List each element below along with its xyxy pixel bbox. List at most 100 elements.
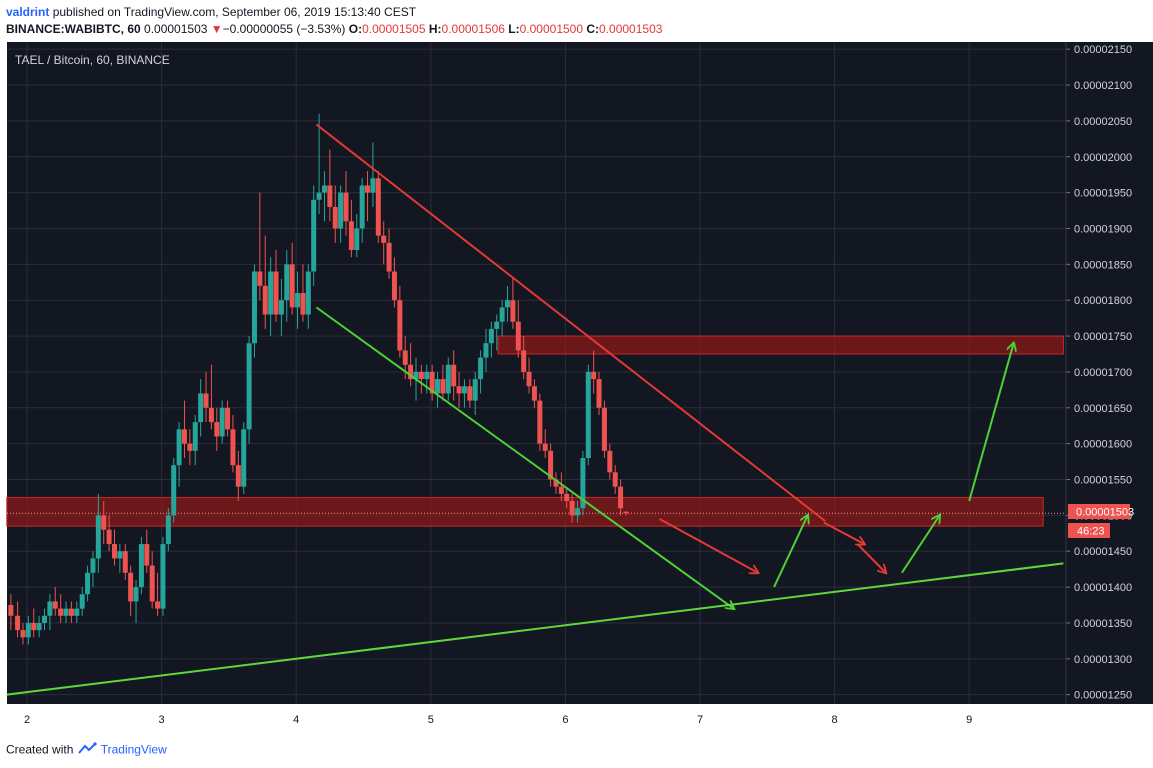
open-label: O:	[348, 22, 363, 36]
y-tick-label: 0.00001950	[1074, 188, 1132, 200]
resistance-zone	[6, 496, 1044, 527]
candle-body	[618, 486, 624, 509]
candle-body	[246, 343, 252, 430]
candle-body	[251, 271, 257, 344]
candle-body	[90, 558, 96, 573]
candle-body	[397, 300, 403, 351]
candle-body	[117, 551, 123, 559]
candle-body	[348, 221, 354, 250]
created-with-text: Created with	[6, 742, 74, 757]
candle-body	[278, 300, 284, 315]
candle-body	[370, 178, 376, 193]
candle-body	[521, 350, 527, 372]
high-value: 0.00001506	[441, 22, 505, 36]
candle-body	[461, 386, 467, 394]
candle-body	[203, 393, 209, 408]
candle-body	[225, 407, 231, 430]
candle-body	[542, 443, 548, 451]
candle-body	[429, 371, 435, 394]
plot-background	[7, 42, 1066, 704]
candle-body	[321, 185, 327, 193]
y-tick-label: 0.00001300	[1074, 654, 1132, 666]
candle-body	[52, 601, 58, 609]
projection-arrow-green	[968, 343, 1013, 502]
y-tick-label: 0.00002100	[1074, 80, 1132, 92]
time-axis[interactable]	[7, 704, 1066, 736]
candle-body	[95, 515, 101, 559]
candle-body	[467, 386, 473, 401]
candle-body	[623, 511, 629, 514]
candle-body	[365, 185, 371, 193]
candle-body	[612, 472, 618, 487]
candle-body	[15, 615, 21, 631]
candle-body	[316, 192, 322, 200]
candle-body	[208, 407, 214, 423]
candle-body	[585, 371, 591, 458]
y-tick-label: 0.00001700	[1074, 367, 1132, 379]
candle-body	[8, 605, 14, 616]
trendline-descending-support	[315, 306, 733, 608]
candle-body	[510, 300, 516, 322]
candle-body	[526, 371, 532, 387]
candle-body	[47, 601, 53, 616]
x-tick-label: 2	[24, 714, 30, 726]
chart-area[interactable]: 0.00002150 0.00002100 0.00002050 0.00002000…	[0, 42, 1153, 736]
candle-body	[381, 235, 387, 243]
candle-body	[413, 371, 419, 380]
candle-body	[591, 371, 597, 380]
candle-body	[128, 572, 134, 602]
candle-body	[607, 450, 613, 473]
footer: Created with TradingView	[6, 742, 167, 759]
x-tick-label: 3	[159, 714, 165, 726]
candle-body	[488, 328, 494, 344]
trendline-descending-resistance	[315, 123, 826, 522]
candle-body	[456, 386, 462, 394]
open-value: 0.00001505	[362, 22, 426, 36]
price-axis[interactable]	[1066, 42, 1153, 704]
candle-body	[149, 565, 155, 602]
candle-body	[219, 407, 225, 437]
candle-body	[537, 400, 543, 444]
candle-body	[192, 422, 198, 451]
candle-body	[408, 364, 414, 380]
price-change: −0.00000055 (−3.53%)	[222, 22, 346, 36]
candle-body	[435, 379, 441, 394]
y-tick-label: 0.00001800	[1074, 295, 1132, 307]
published-text: published on TradingView.com, September …	[52, 5, 417, 19]
candle-body	[300, 293, 306, 315]
candle-body	[58, 608, 64, 616]
low-label: L:	[508, 22, 520, 36]
y-tick-label: 0.00001900	[1074, 223, 1132, 235]
candle-body	[155, 601, 161, 609]
candle-body	[424, 371, 430, 380]
x-tick-label: 4	[293, 714, 299, 726]
candle-body	[553, 479, 559, 487]
symbol-ohlc-line: BINANCE:WABIBTC, 60 0.00001503 ▼−0.00000…	[6, 22, 662, 36]
tradingview-brand-link[interactable]: TradingView	[100, 742, 167, 757]
candle-body	[386, 242, 392, 272]
candle-body	[138, 544, 144, 588]
candle-body	[289, 264, 295, 308]
x-tick-label: 8	[832, 714, 838, 726]
candle-body	[235, 465, 241, 487]
publish-info: valdrint published on TradingView.com, S…	[6, 5, 416, 19]
price-chart[interactable]: 0.00002150 0.00002100 0.00002050 0.00002000…	[0, 42, 1153, 736]
candle-body	[268, 271, 274, 315]
candle-body	[295, 293, 301, 308]
candle-body	[305, 271, 311, 315]
countdown-badge-text: 46:23	[1077, 526, 1105, 538]
close-value: 0.00001503	[599, 22, 663, 36]
candle-body	[187, 443, 193, 451]
pair-label: TAEL / Bitcoin, 60, BINANCE	[15, 53, 170, 67]
candle-body	[241, 429, 247, 487]
trendline-ascending-support	[6, 562, 1064, 696]
candle-body	[85, 572, 91, 595]
resistance-zone	[497, 335, 1064, 355]
candle-body	[214, 422, 220, 437]
author-link[interactable]: valdrint	[6, 5, 50, 19]
candle-body	[451, 364, 457, 387]
y-tick-label: 0.00002050	[1074, 116, 1132, 128]
candle-body	[181, 429, 187, 444]
last-price-badge	[1068, 504, 1130, 519]
countdown-badge	[1068, 523, 1110, 538]
